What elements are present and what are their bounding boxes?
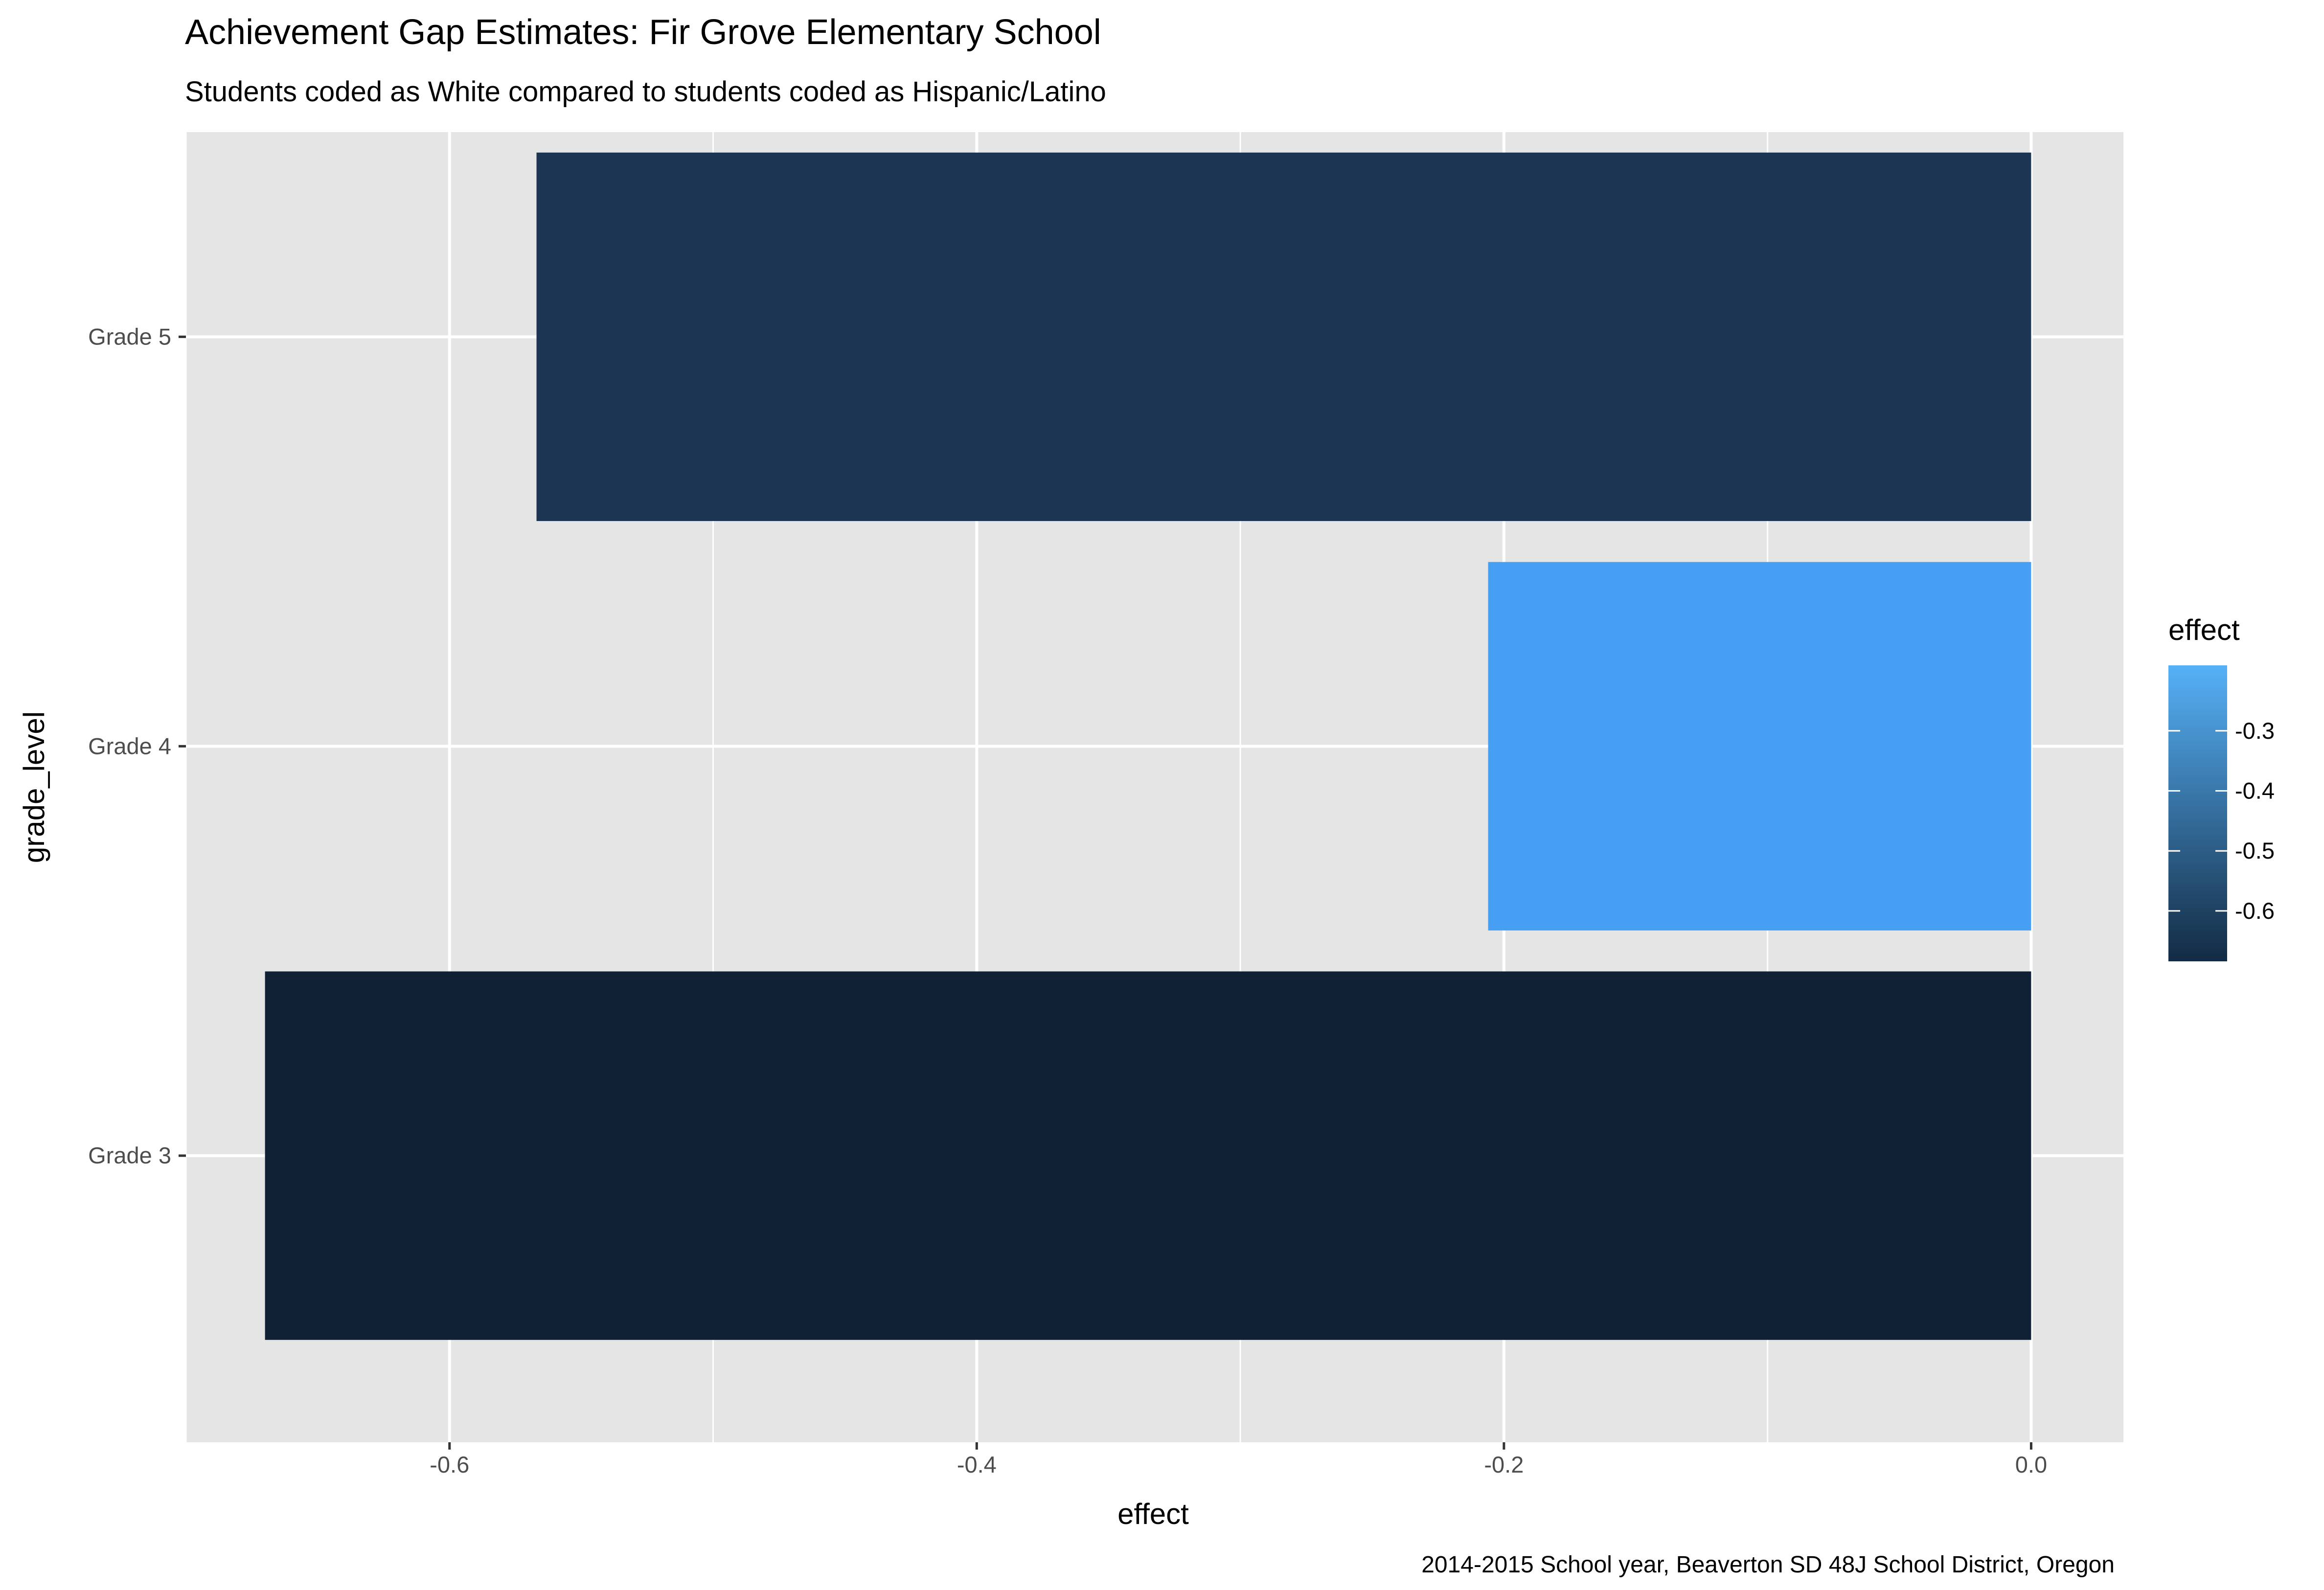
legend-tick-label: -0.3 [2235, 718, 2275, 744]
y-tick-label: Grade 3 [88, 1142, 171, 1168]
bar-grade-3 [265, 971, 2031, 1340]
chart-subtitle: Students coded as White compared to stud… [185, 76, 1106, 108]
bars [265, 152, 2031, 1340]
y-axis: Grade 3 Grade 4 Grade 5 [88, 323, 186, 1168]
x-tick-label: -0.4 [957, 1452, 997, 1477]
legend-ticks: -0.3 -0.4 -0.5 -0.6 [2168, 718, 2275, 924]
legend-title: effect [2168, 613, 2240, 646]
chart-title: Achievement Gap Estimates: Fir Grove Ele… [185, 13, 1101, 52]
legend-tick-label: -0.5 [2235, 838, 2275, 863]
y-axis-title: grade_level [18, 711, 50, 863]
x-tick-label: 0.0 [2015, 1452, 2047, 1477]
x-tick-label: -0.2 [1484, 1452, 1524, 1477]
bar-grade-5 [536, 152, 2031, 522]
legend-colorbar [2168, 665, 2227, 961]
x-tick-label: -0.6 [430, 1452, 469, 1477]
x-axis: -0.6 -0.4 -0.2 0.0 [430, 1442, 2047, 1477]
y-tick-label: Grade 4 [88, 733, 171, 759]
legend-tick-label: -0.4 [2235, 777, 2275, 803]
y-tick-label: Grade 5 [88, 323, 171, 349]
color-legend: effect -0.3 -0.4 -0.5 -0.6 [2168, 613, 2275, 961]
bar-grade-4 [1488, 562, 2031, 931]
x-axis-title: effect [1117, 1498, 1189, 1530]
legend-tick-label: -0.6 [2235, 898, 2275, 924]
chart-caption: 2014-2015 School year, Beaverton SD 48J … [1421, 1552, 2115, 1578]
